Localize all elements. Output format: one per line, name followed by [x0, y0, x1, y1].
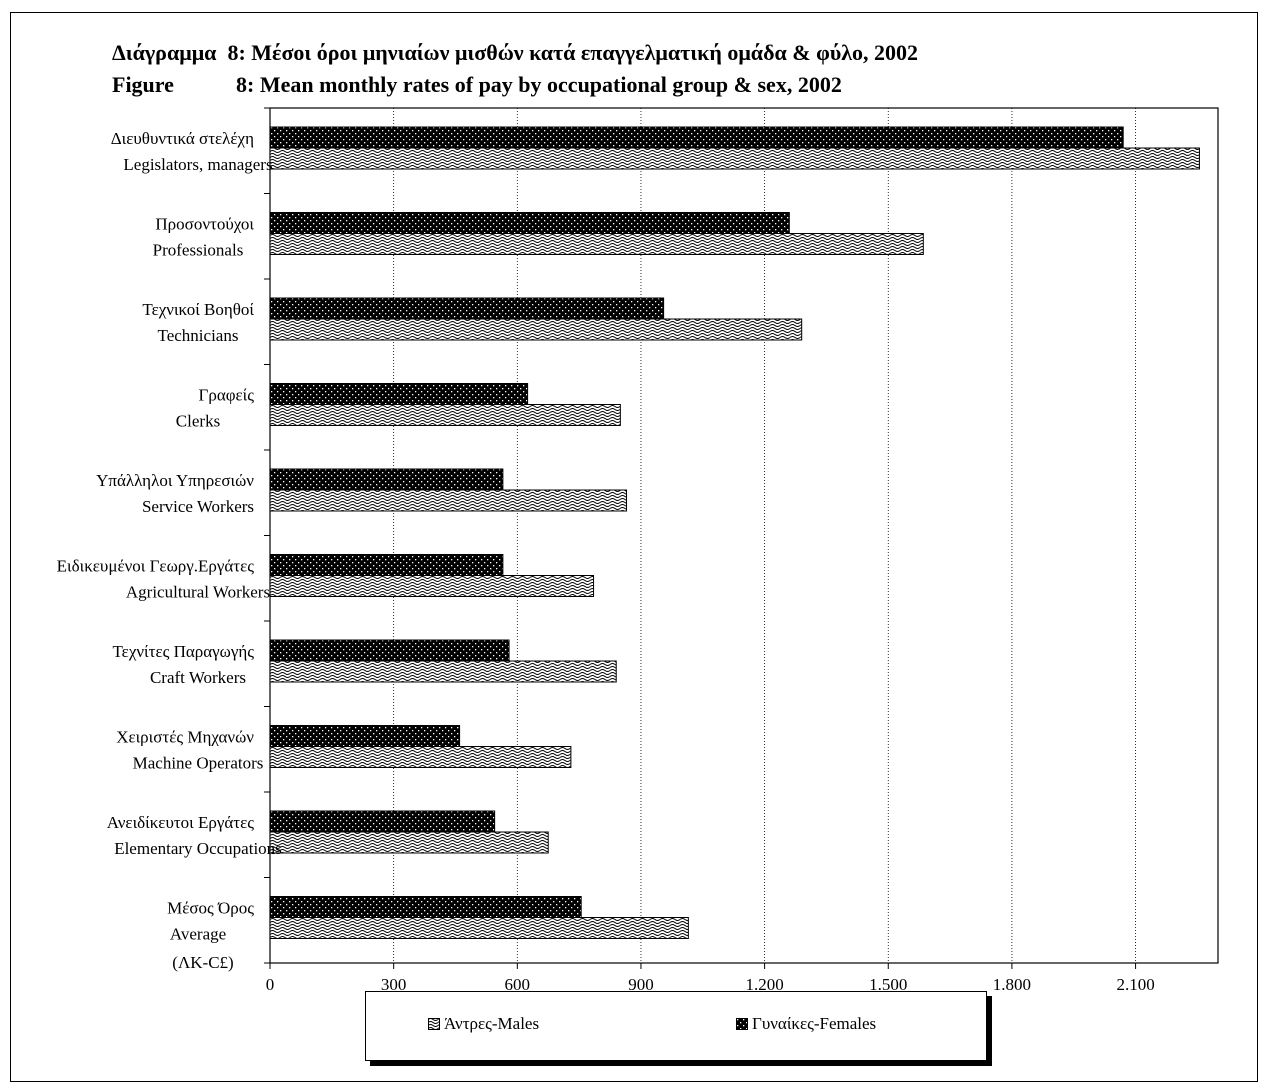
category-label-english: Service Workers [142, 497, 254, 516]
bar-males [269, 575, 595, 597]
legend-swatch-males [428, 1018, 440, 1030]
bar-females [269, 896, 582, 918]
category-label-greek: Τεχνίτες Παραγωγής [112, 642, 254, 661]
figure-title-text: 8: Mean monthly rates of pay by occupati… [236, 72, 842, 97]
unit-label: (ΛΚ-C£) [172, 953, 233, 972]
bar-males [269, 660, 617, 683]
x-tick-label: 300 [381, 975, 407, 994]
category-label-english: Legislators, managers [123, 155, 272, 174]
category-label-greek: Διευθυντικά στελέχη [111, 129, 254, 148]
bar-females [269, 725, 461, 747]
category-label-greek: Χειριστές Μηχανών [116, 728, 254, 747]
category-label-greek: Ειδικευμένοι Γεωργ.Εργάτες [57, 557, 255, 576]
category-label-greek: Προσοντούχοι [155, 215, 254, 234]
bar-females [269, 383, 529, 405]
category-label-greek: Μέσος Όρος [167, 899, 254, 918]
bar-males [269, 489, 628, 512]
x-tick-label: 900 [628, 975, 654, 994]
legend-item-males: Άντρες-Males [428, 1014, 539, 1034]
category-label-english: Craft Workers [150, 668, 246, 687]
category-label-greek: Ανειδίκευτοι Εργάτες [107, 813, 255, 832]
legend-swatch-females [736, 1018, 748, 1030]
chart-frame [10, 12, 1258, 1082]
legend-label-males: Άντρες-Males [444, 1014, 540, 1033]
category-label-greek: Υπάλληλοι Υπηρεσιών [96, 471, 254, 490]
chart-title-greek: Διάγραμμα 8: Μέσοι όροι μηνιαίων μισθών … [112, 40, 919, 65]
bar-males [269, 318, 803, 341]
category-label-greek: Τεχνικοί Βοηθοί [142, 300, 254, 319]
x-tick-label: 2.100 [1116, 975, 1154, 994]
category-label-english: Agricultural Workers [126, 583, 270, 602]
category-label-greek: Γραφείς [199, 386, 255, 405]
category-label-english: Clerks [176, 412, 220, 431]
x-tick-label: 1.800 [993, 975, 1031, 994]
bar-females [269, 639, 510, 662]
category-label-english: Elementary Occupations [114, 839, 282, 858]
x-tick-label: 1.500 [869, 975, 907, 994]
bar-males [269, 404, 621, 426]
chart-title-english: Figure 8: Mean monthly rates of pay by oc… [112, 72, 842, 98]
bar-females [269, 554, 504, 576]
legend: Άντρες-Males Γυναίκες-Females [365, 991, 987, 1061]
bar-females [269, 297, 665, 320]
bar-females [269, 810, 496, 833]
bar-males [269, 746, 572, 768]
x-tick-label: 600 [505, 975, 531, 994]
plot-area: 0 300 600 900 1.200 1.500 1.800 2.100 Διευθυντικ… [57, 107, 1219, 994]
category-label-english: Technicians [158, 326, 239, 345]
category-label-english: Machine Operators [133, 754, 264, 773]
bar-males [269, 233, 924, 255]
category-label-english: Average [170, 925, 226, 944]
legend-label-females: Γυναίκες-Females [752, 1014, 877, 1033]
x-tick-label: 1.200 [745, 975, 783, 994]
bar-males [269, 147, 1200, 170]
bar-males [269, 831, 549, 854]
legend-item-females: Γυναίκες-Females [736, 1014, 876, 1034]
x-tick-label: 0 [266, 975, 275, 994]
bar-females [269, 212, 790, 234]
figure-label: Figure [112, 72, 174, 97]
bar-females [269, 126, 1124, 149]
bar-females [269, 468, 504, 491]
bar-males [269, 917, 689, 939]
category-label-english: Professionals [153, 241, 244, 260]
